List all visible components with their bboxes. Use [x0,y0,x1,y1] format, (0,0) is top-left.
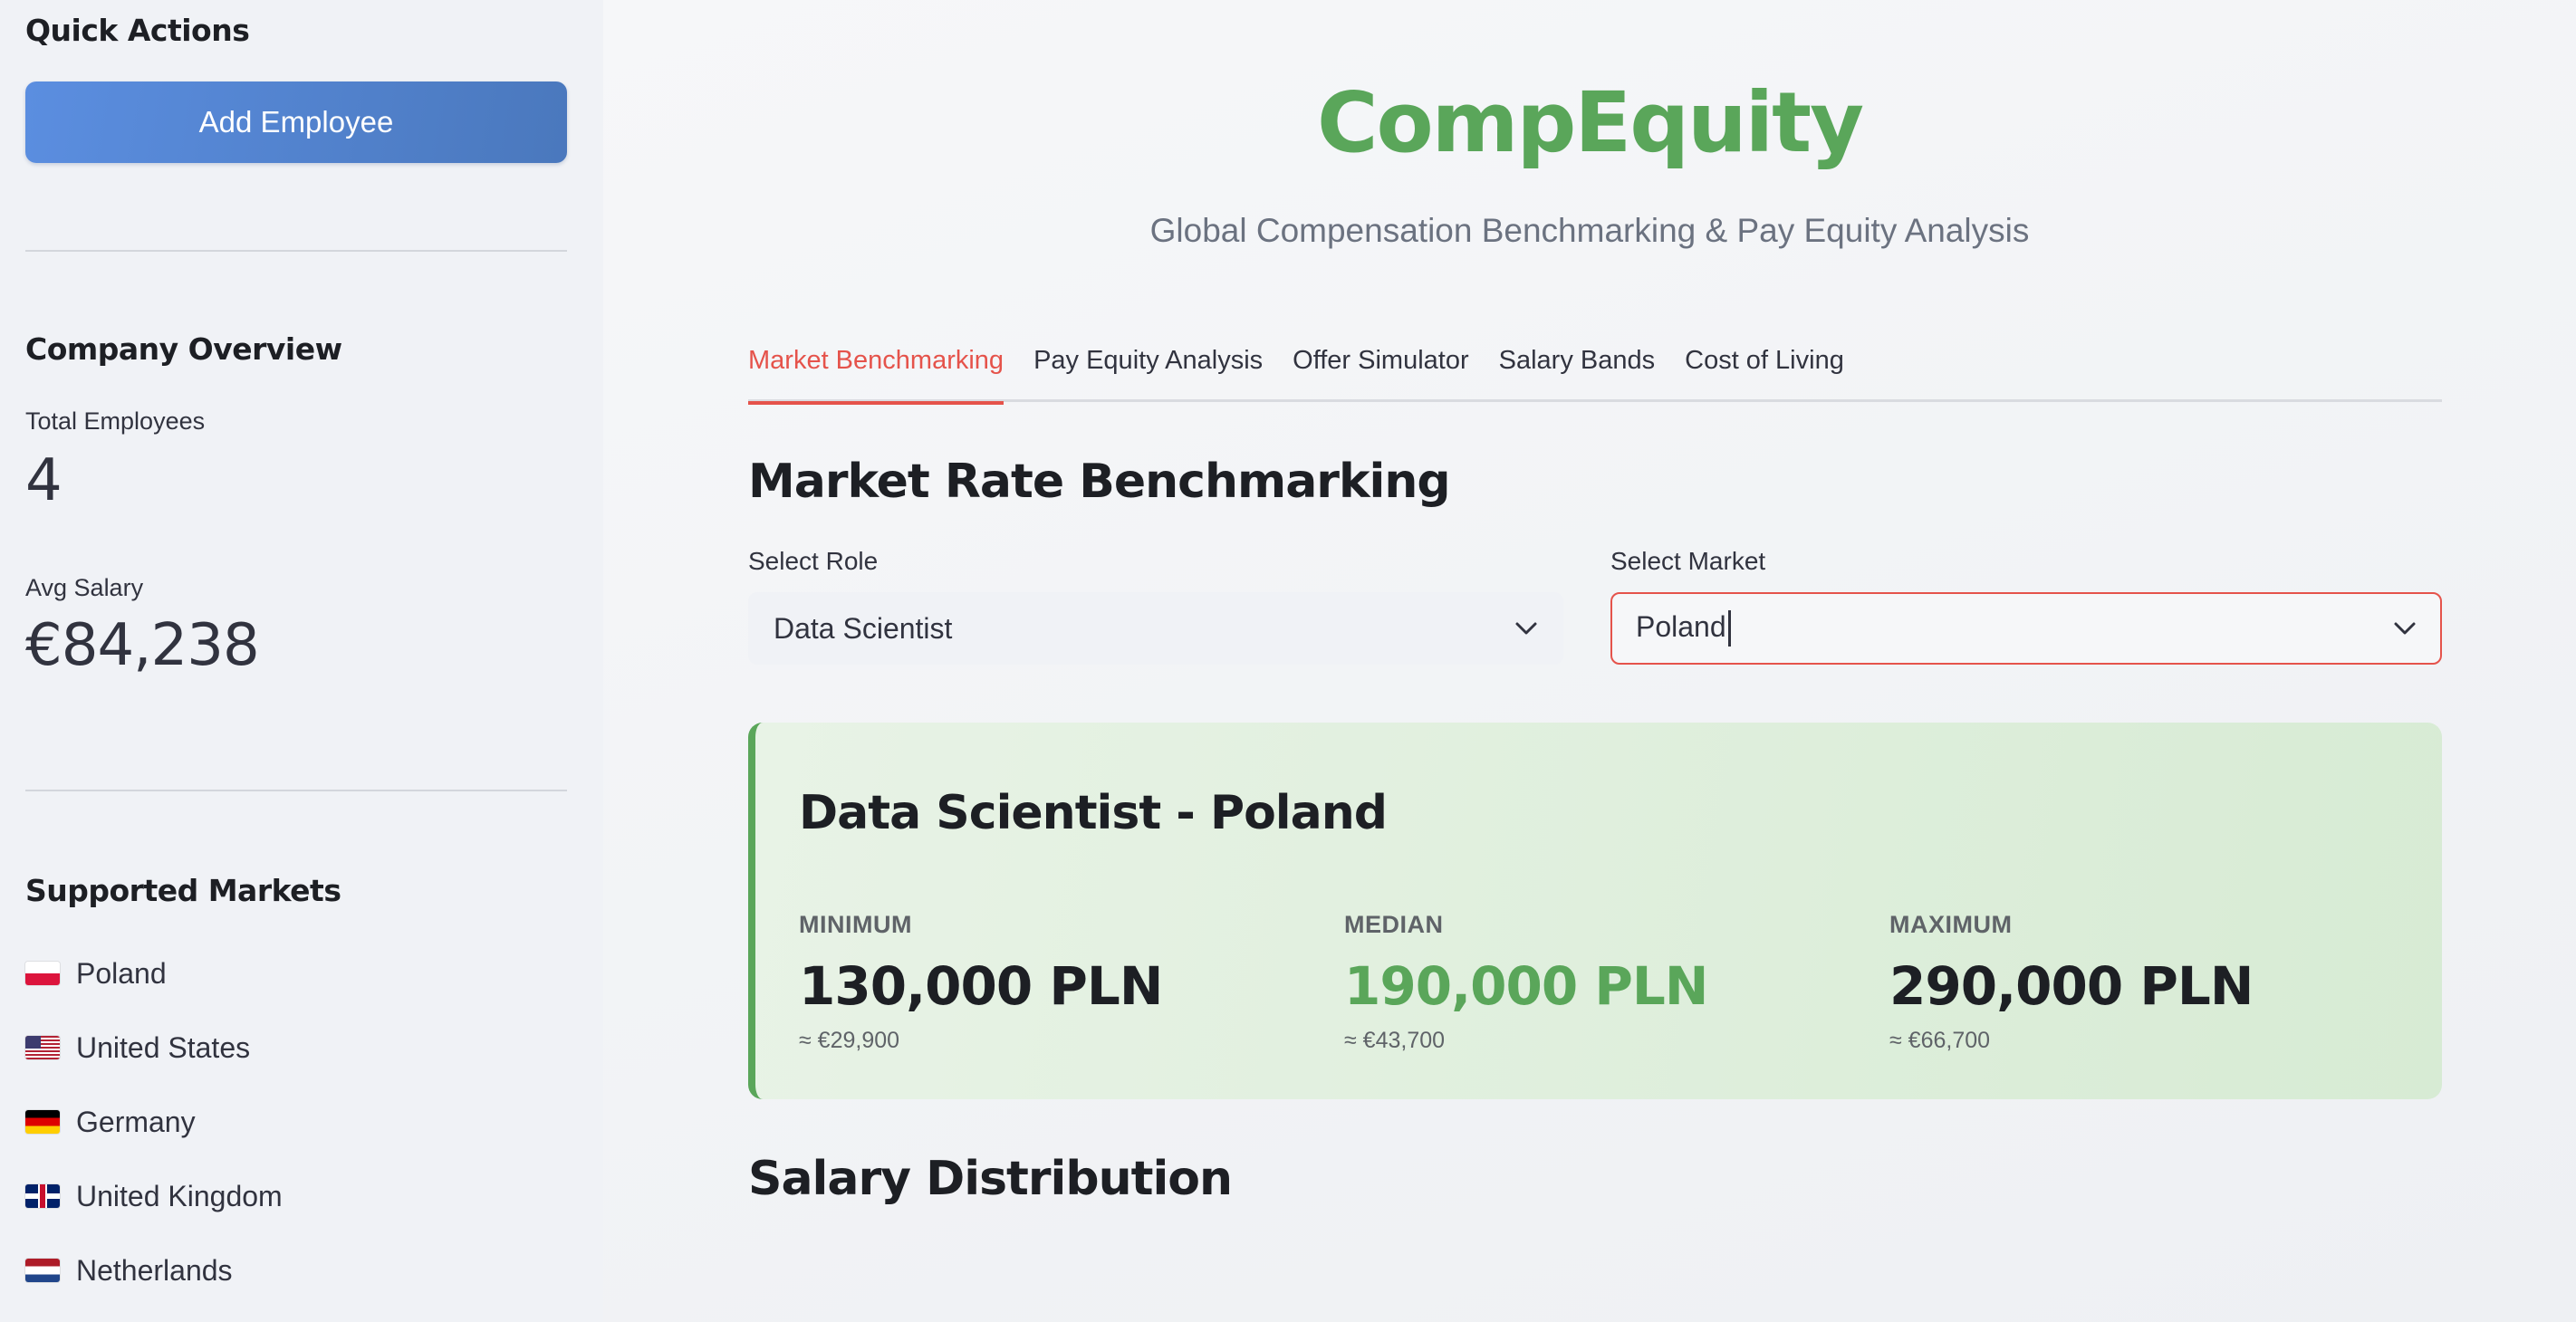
app-title: CompEquity [1316,74,1864,171]
median-eur-value: ≈ €43,700 [1344,1028,1446,1053]
stat-maximum: MAXIMUM 290,000 PLN ≈ €66,700 [1889,911,2254,1054]
section-title: Market Rate Benchmarking [748,455,1451,509]
avg-salary-value: €84,238 [25,612,260,679]
flag-united-states-icon [25,1036,60,1059]
market-label: United States [76,1030,251,1064]
stat-minimum: MINIMUM 130,000 PLN ≈ €29,900 [799,911,1163,1054]
market-item-germany: Germany [25,1085,283,1159]
median-label: MEDIAN [1344,911,1444,938]
tab-cost-of-living[interactable]: Cost of Living [1685,346,1844,375]
text-cursor [1727,610,1731,647]
maximum-eur-value: ≈ €66,700 [1889,1028,1991,1053]
maximum-value: 290,000 PLN [1889,955,2254,1017]
role-select-value: Data Scientist [774,611,953,645]
tab-salary-bands[interactable]: Salary Bands [1498,346,1656,375]
benchmark-card-title: Data Scientist - Poland [799,786,1388,840]
stat-median: MEDIAN 190,000 PLN ≈ €43,700 [1344,911,1708,1054]
supported-markets-heading: Supported Markets [25,873,341,908]
supported-markets-list: Poland United States Germany United King… [25,936,283,1308]
median-value: 190,000 PLN [1344,955,1708,1017]
market-label: Netherlands [76,1253,233,1287]
market-select-label: Select Market [1610,547,1766,575]
market-select[interactable]: Poland [1610,592,2442,665]
avg-salary-label: Avg Salary [25,574,144,601]
main-content: CompEquity Global Compensation Benchmark… [603,0,2576,1322]
market-select-value: Poland [1636,609,1726,643]
benchmark-result-card: Data Scientist - Poland MINIMUM 130,000 … [748,723,2442,1099]
salary-distribution-title: Salary Distribution [748,1152,1233,1206]
flag-united-kingdom-icon [25,1184,60,1208]
sidebar: Quick Actions Add Employee Company Overv… [0,0,603,1322]
total-employees-value: 4 [25,447,62,514]
role-select[interactable]: Data Scientist [748,592,1563,665]
tab-bar: Market Benchmarking Pay Equity Analysis … [748,339,2442,405]
minimum-value: 130,000 PLN [799,955,1163,1017]
market-item-united-states: United States [25,1011,283,1085]
sidebar-divider [25,790,567,791]
flag-germany-icon [25,1110,60,1134]
flag-netherlands-icon [25,1259,60,1282]
tab-pay-equity-analysis[interactable]: Pay Equity Analysis [1033,346,1264,375]
market-label: Poland [76,956,167,990]
total-employees-label: Total Employees [25,407,206,435]
role-select-label: Select Role [748,547,879,575]
minimum-eur-value: ≈ €29,900 [799,1028,900,1053]
market-item-poland: Poland [25,936,283,1011]
market-label: United Kingdom [76,1179,283,1212]
company-overview-heading: Company Overview [25,331,342,367]
market-label: Germany [76,1105,196,1138]
chevron-down-icon [1515,622,1537,635]
maximum-label: MAXIMUM [1889,911,2013,938]
chevron-down-icon [2394,622,2416,635]
tab-offer-simulator[interactable]: Offer Simulator [1293,346,1469,375]
flag-poland-icon [25,962,60,985]
app-subtitle: Global Compensation Benchmarking & Pay E… [1149,212,2030,249]
minimum-label: MINIMUM [799,911,912,938]
quick-actions-heading: Quick Actions [25,13,250,48]
market-item-netherlands: Netherlands [25,1233,283,1308]
tab-market-benchmarking[interactable]: Market Benchmarking [748,339,1004,405]
add-employee-button[interactable]: Add Employee [25,81,567,163]
market-item-united-kingdom: United Kingdom [25,1159,283,1233]
sidebar-divider [25,250,567,252]
